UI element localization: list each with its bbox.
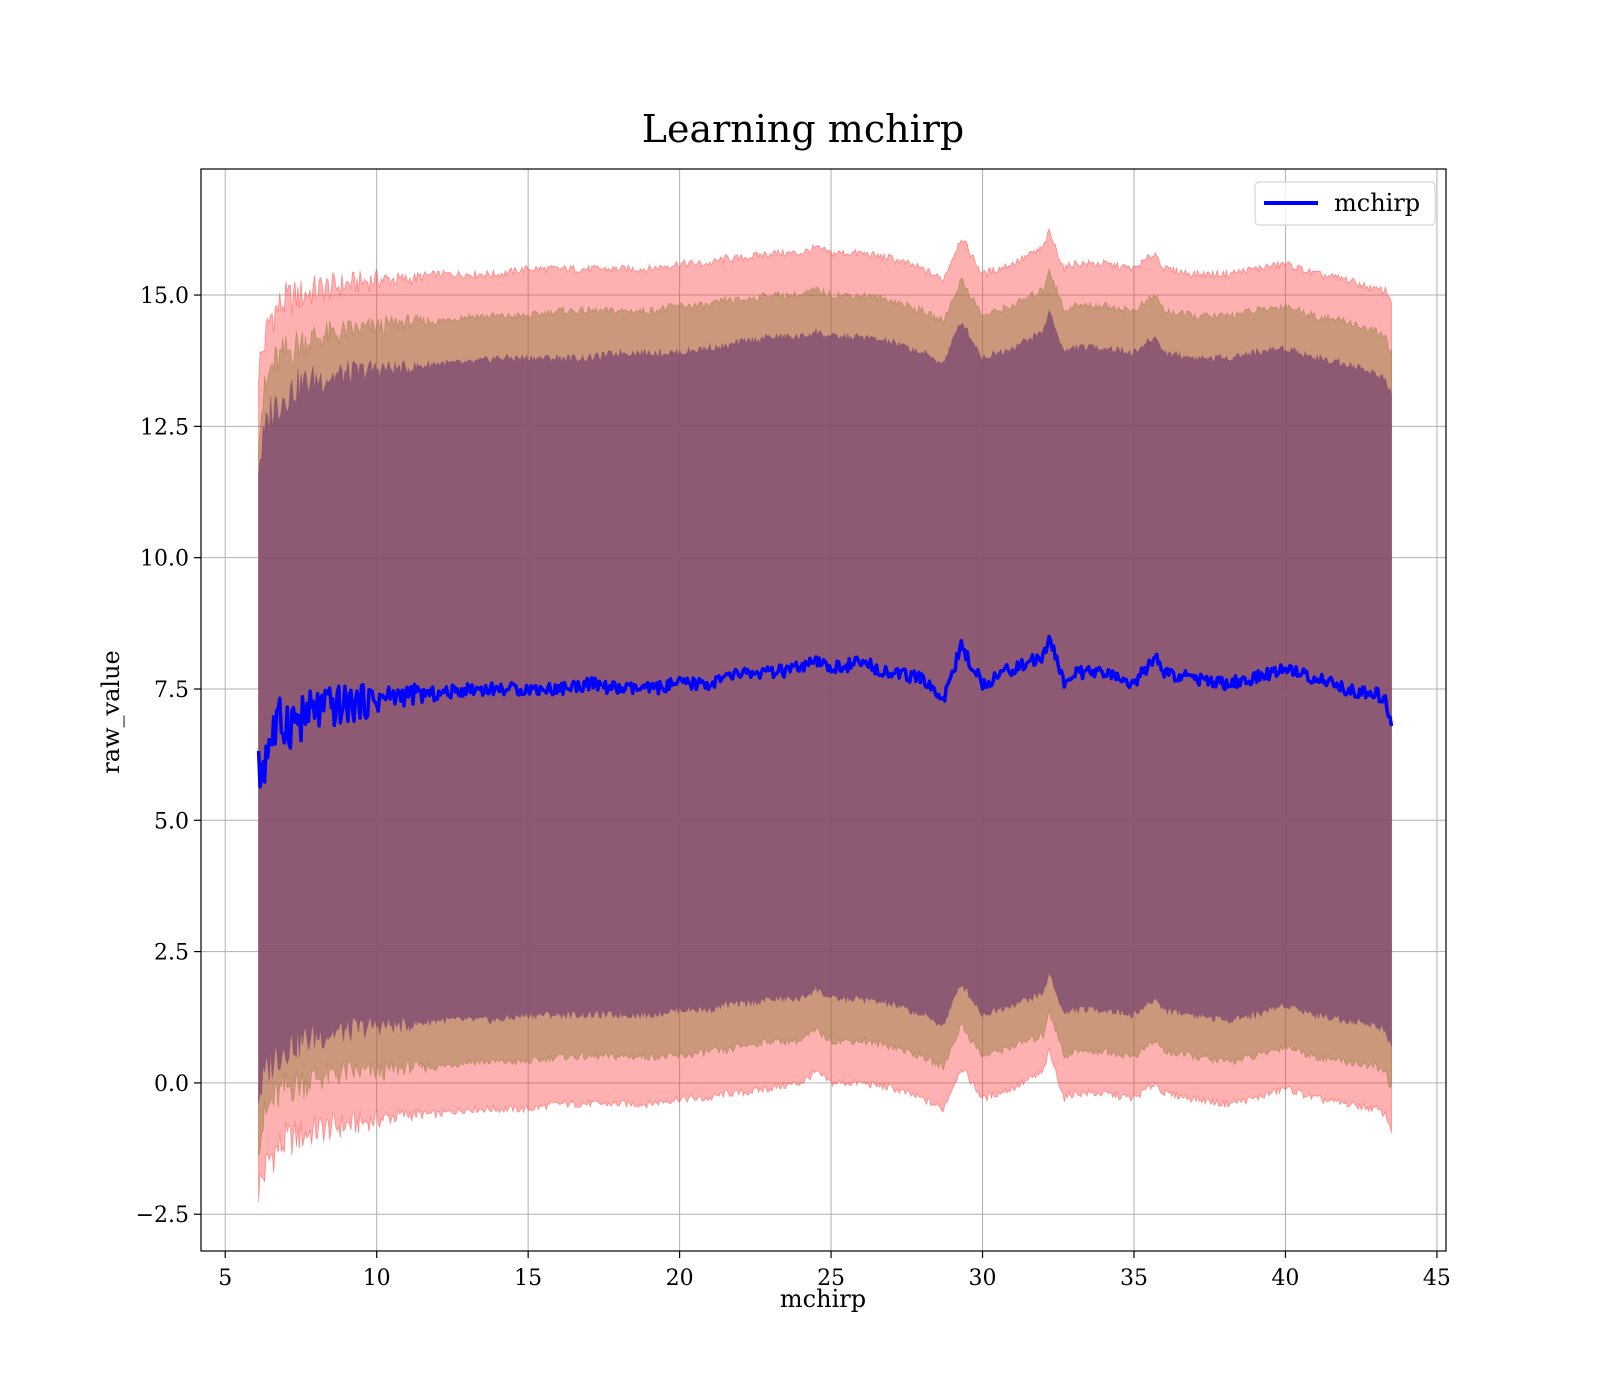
x-tick-label: 5 bbox=[218, 1266, 232, 1291]
y-axis-label: raw_value bbox=[97, 650, 125, 774]
y-tick-label: 12.5 bbox=[140, 415, 189, 440]
y-tick-label: 15.0 bbox=[140, 284, 189, 309]
x-tick-label: 25 bbox=[817, 1266, 845, 1291]
legend-box bbox=[1254, 181, 1436, 226]
y-tick-label: 10.0 bbox=[140, 547, 189, 572]
y-tick-label: 0.0 bbox=[154, 1072, 189, 1097]
legend: mchirp bbox=[1254, 181, 1436, 226]
series-line-mchirp bbox=[256, 634, 1394, 789]
x-tick-label: 10 bbox=[363, 1266, 391, 1291]
chart-title: Learning mchirp bbox=[642, 107, 964, 151]
y-tick-label: 2.5 bbox=[154, 941, 189, 966]
x-tick-label: 45 bbox=[1423, 1266, 1451, 1291]
plot-area bbox=[201, 169, 1446, 1251]
legend-label-mchirp: mchirp bbox=[1334, 189, 1420, 217]
confidence-band-inner bbox=[258, 309, 1392, 1104]
x-tick-label: 40 bbox=[1271, 1266, 1299, 1291]
x-axis-label: mchirp bbox=[780, 1285, 866, 1313]
y-tick-label: 7.5 bbox=[154, 678, 189, 703]
x-tick-label: 15 bbox=[514, 1266, 542, 1291]
y-tick-label: 5.0 bbox=[154, 809, 189, 834]
x-tick-label: 20 bbox=[666, 1266, 694, 1291]
x-tick-label: 30 bbox=[969, 1266, 997, 1291]
plot-frame bbox=[200, 168, 1447, 1252]
y-tick-label: −2.5 bbox=[136, 1203, 189, 1228]
axis-ticks: 5 10 15 20 25 30 35 40 45 −2.5 0.0 2.5 5.0 7.5 10.0 12.… bbox=[136, 284, 1451, 1291]
x-tick-label: 35 bbox=[1120, 1266, 1148, 1291]
